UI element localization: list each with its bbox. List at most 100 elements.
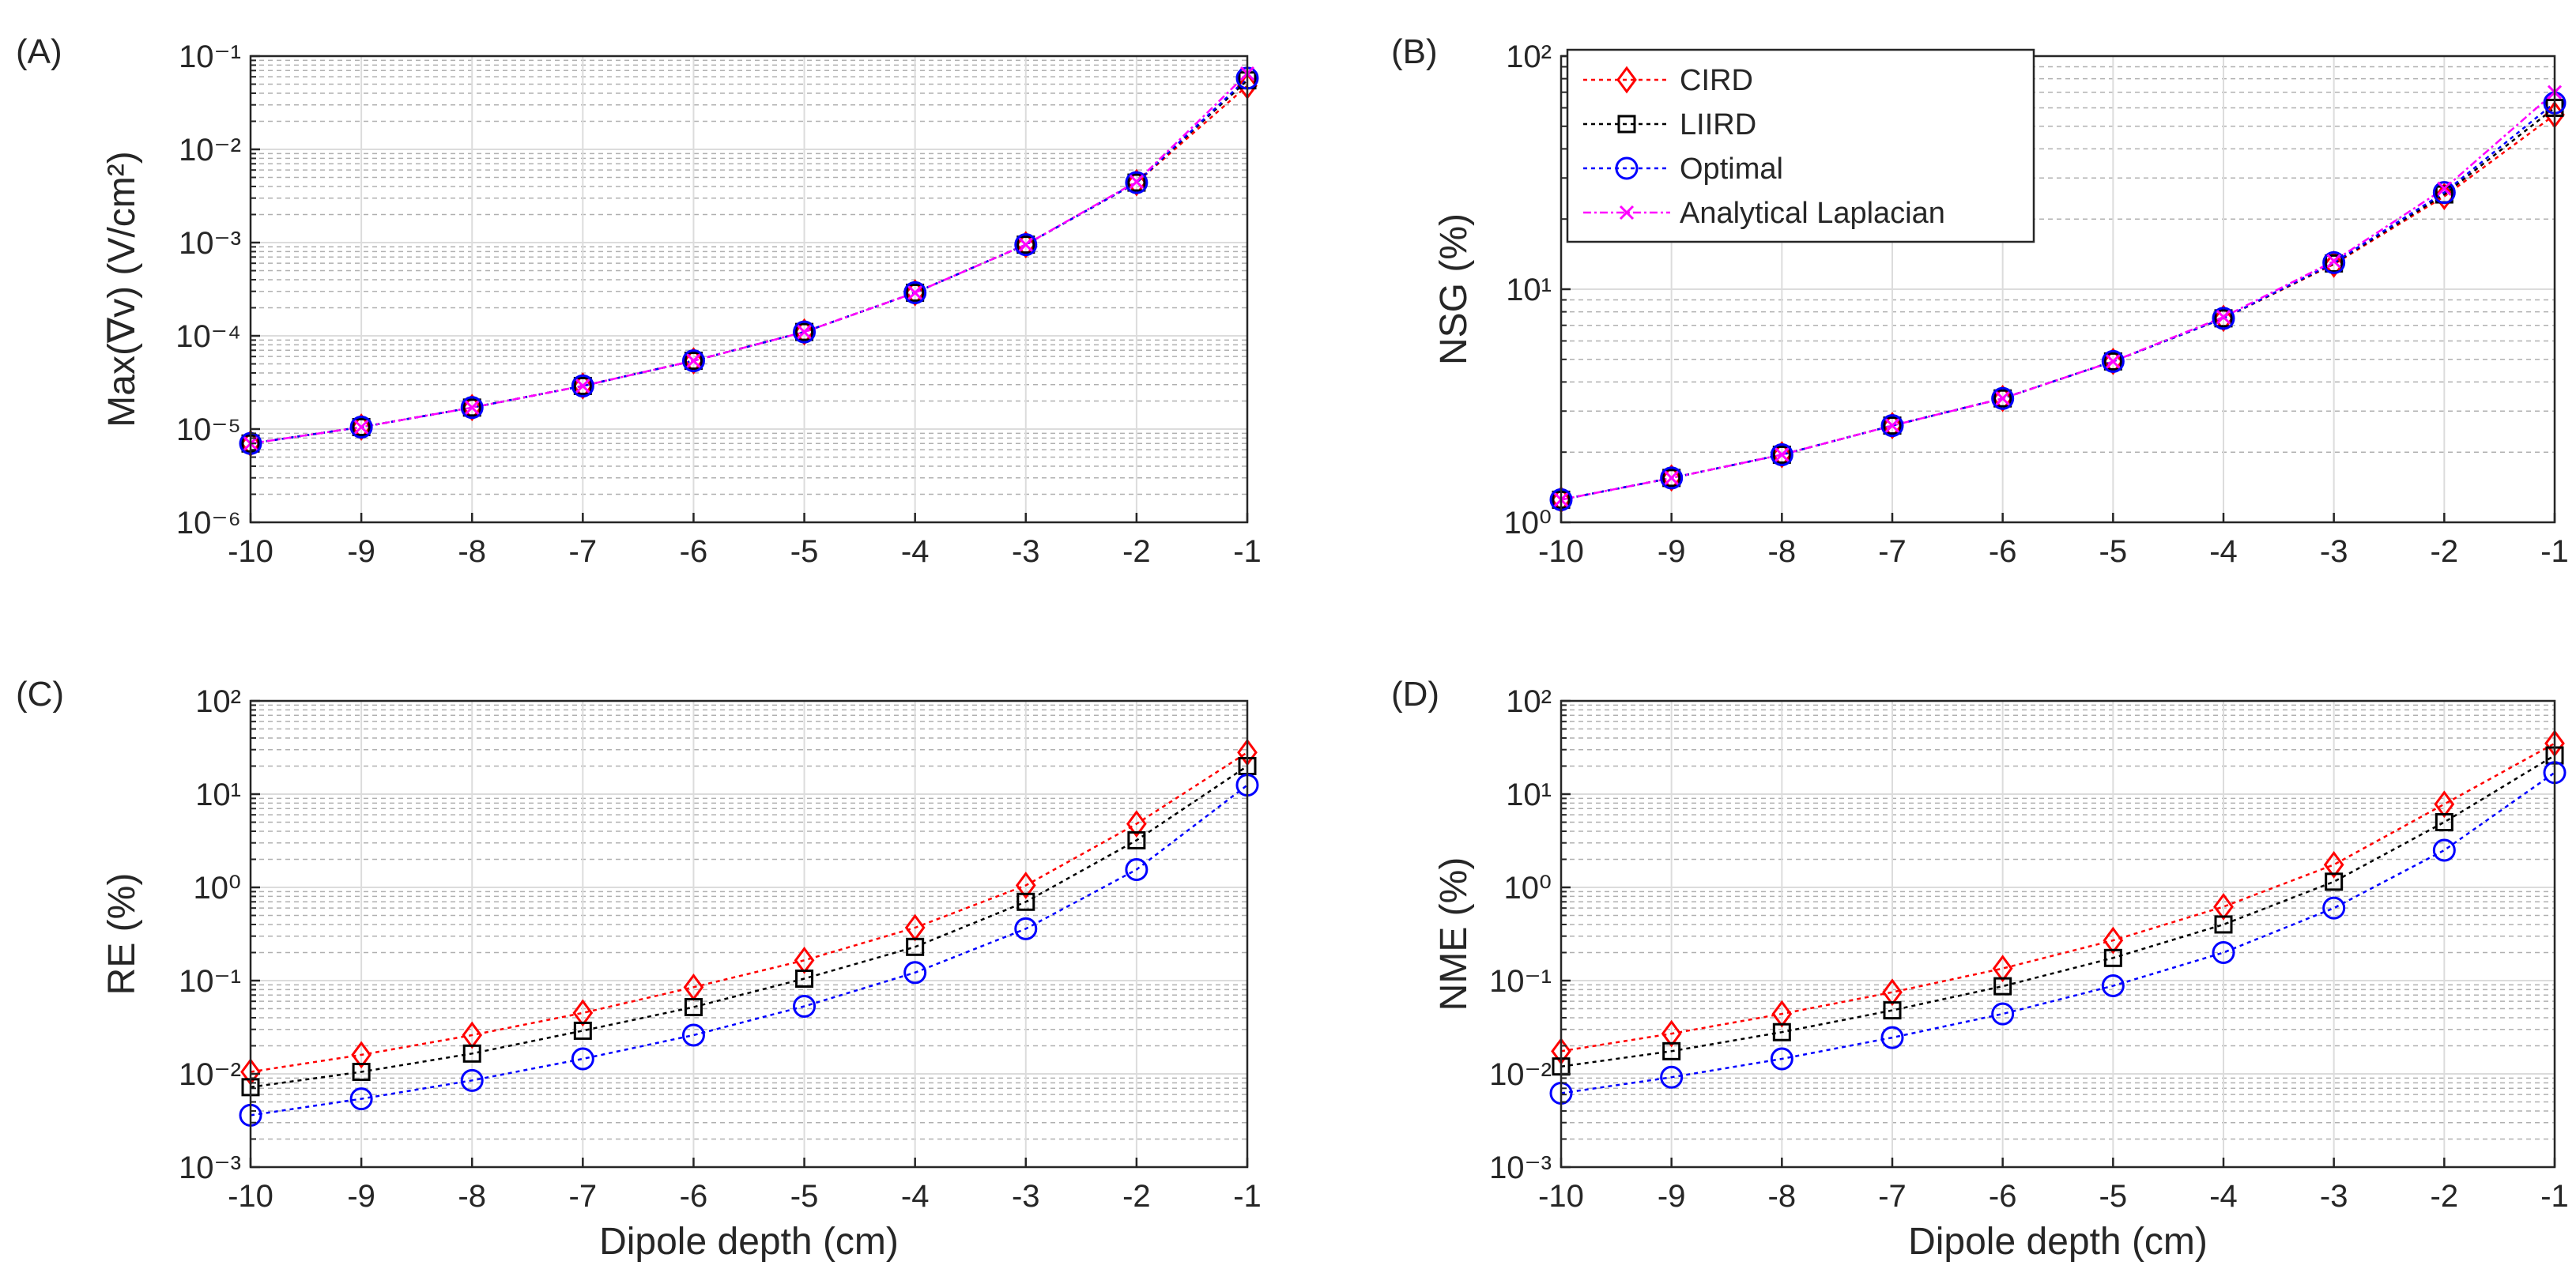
data-point: [1883, 1001, 1902, 1020]
y-tick-label: 10⁻⁴: [175, 319, 241, 354]
data-point: [1018, 237, 1033, 252]
data-point: [572, 999, 594, 1027]
x-tick-label: -4: [2209, 534, 2238, 569]
y-tick-label: 10⁻³: [1489, 1151, 1552, 1185]
data-point: [1992, 955, 2013, 982]
x-tick-label: -9: [347, 1179, 375, 1214]
data-point: [1880, 414, 1904, 438]
data-point: [2213, 304, 2234, 333]
data-point: [1880, 1026, 1904, 1049]
x-tick-label: -4: [901, 534, 930, 569]
x-tick-label: -10: [228, 1179, 273, 1214]
data-point: [1126, 168, 1147, 197]
y-tick-label: 10⁻²: [1489, 1057, 1552, 1092]
data-point: [2101, 974, 2125, 998]
series-line-analytical-laplacian: [1560, 91, 2555, 501]
data-point: [1015, 231, 1036, 258]
legend-box: [1566, 48, 2035, 243]
x-axis-label: Dipole depth (cm): [1908, 1221, 2208, 1263]
x-tick-label: -6: [1989, 534, 2017, 569]
data-point: [906, 283, 925, 302]
y-tick-label: 10¹: [195, 778, 241, 812]
x-tick-label: -10: [1538, 1179, 1584, 1214]
data-point: [686, 353, 701, 368]
y-tick-label: 10⁰: [193, 871, 241, 906]
data-point: [1660, 466, 1684, 490]
x-tick-label: -8: [1768, 534, 1797, 569]
data-point: [1125, 858, 1148, 882]
data-point: [1882, 412, 1903, 439]
data-point: [903, 281, 927, 304]
data-point: [352, 1062, 371, 1081]
chart-panel-c: -10 -9 -8 -7 -6 -5 -4 -3 -2 -1 10⁻³ 10⁻² 10⁻¹ 10⁰ 10¹ 1…: [16, 675, 1262, 1263]
data-point: [795, 969, 814, 988]
data-point: [1014, 233, 1038, 257]
legend-label: Optimal: [1680, 153, 1783, 186]
data-point: [2212, 940, 2235, 964]
y-tick-label: 10⁻²: [179, 133, 241, 168]
data-point: [1772, 1022, 1791, 1041]
x-tick-label: -6: [680, 534, 708, 569]
data-point: [2103, 352, 2122, 371]
series-line-cird: [1560, 742, 2555, 1053]
x-tick-label: -8: [1768, 1179, 1797, 1214]
data-point: [2432, 181, 2456, 205]
series-line-cird: [250, 751, 1248, 1073]
legend-entry: CIRD: [1583, 64, 1753, 97]
data-point: [1125, 171, 1148, 194]
y-axis-label: RE (%): [101, 873, 143, 996]
legend-marker: [1617, 115, 1636, 134]
y-tick-label: 10⁰: [1503, 506, 1552, 540]
data-point: [462, 394, 483, 422]
data-point: [1770, 1047, 1793, 1071]
series-markers-analytical-laplacian: [243, 66, 1255, 451]
y-tick-label: 10⁻³: [179, 226, 241, 261]
series-markers-analytical-laplacian: [1553, 85, 2563, 507]
x-tick-label: -9: [1658, 534, 1686, 569]
data-point: [906, 937, 925, 956]
data-point: [354, 420, 369, 435]
data-point: [2214, 309, 2233, 328]
data-point: [1014, 917, 1038, 940]
data-point: [2103, 948, 2122, 967]
data-point: [460, 396, 484, 420]
legend-label: CIRD: [1680, 64, 1753, 97]
x-tick-label: -2: [1122, 1179, 1151, 1214]
data-point: [1662, 1041, 1681, 1060]
axes-frame: [249, 55, 1249, 524]
legend-entry: Optimal: [1583, 153, 1783, 186]
data-point: [793, 995, 817, 1019]
legend: CIRD LIIRD Optimal Analytical Laplacian: [1566, 48, 2035, 243]
x-tick-label: -1: [2540, 534, 2569, 569]
data-point: [2103, 926, 2124, 955]
data-point: [1772, 445, 1791, 464]
y-tick-label: 10⁻¹: [179, 40, 241, 74]
data-point: [349, 415, 373, 439]
plot-area: [251, 56, 1247, 522]
data-point: [2101, 349, 2125, 373]
data-point: [1015, 872, 1036, 899]
x-tick-label: -1: [1233, 534, 1262, 569]
data-point: [2434, 183, 2455, 210]
legend-marker: [1616, 66, 1637, 94]
data-point: [1991, 1002, 2015, 1026]
x-tick-label: -8: [458, 1179, 486, 1214]
x-tick-label: -7: [569, 1179, 598, 1214]
series-markers-liird: [241, 756, 1257, 1097]
x-tick-label: -8: [458, 534, 486, 569]
data-point: [795, 322, 814, 341]
series-markers-cird: [1551, 100, 2565, 514]
data-point: [681, 1023, 705, 1047]
x-tick-label: -4: [2209, 1179, 2238, 1214]
y-tick-label: 10⁻²: [179, 1057, 241, 1092]
data-point: [2434, 790, 2455, 819]
data-point: [2323, 250, 2344, 278]
legend-entry: Analytical Laplacian: [1583, 197, 1945, 230]
data-point: [797, 325, 812, 340]
x-tick-label: -7: [1878, 1179, 1907, 1214]
legend-label: LIIRD: [1680, 108, 1756, 141]
data-point: [2325, 254, 2344, 273]
series-line-optimal: [250, 784, 1248, 1117]
y-tick-label: 10⁰: [1503, 871, 1552, 906]
data-point: [684, 352, 703, 371]
